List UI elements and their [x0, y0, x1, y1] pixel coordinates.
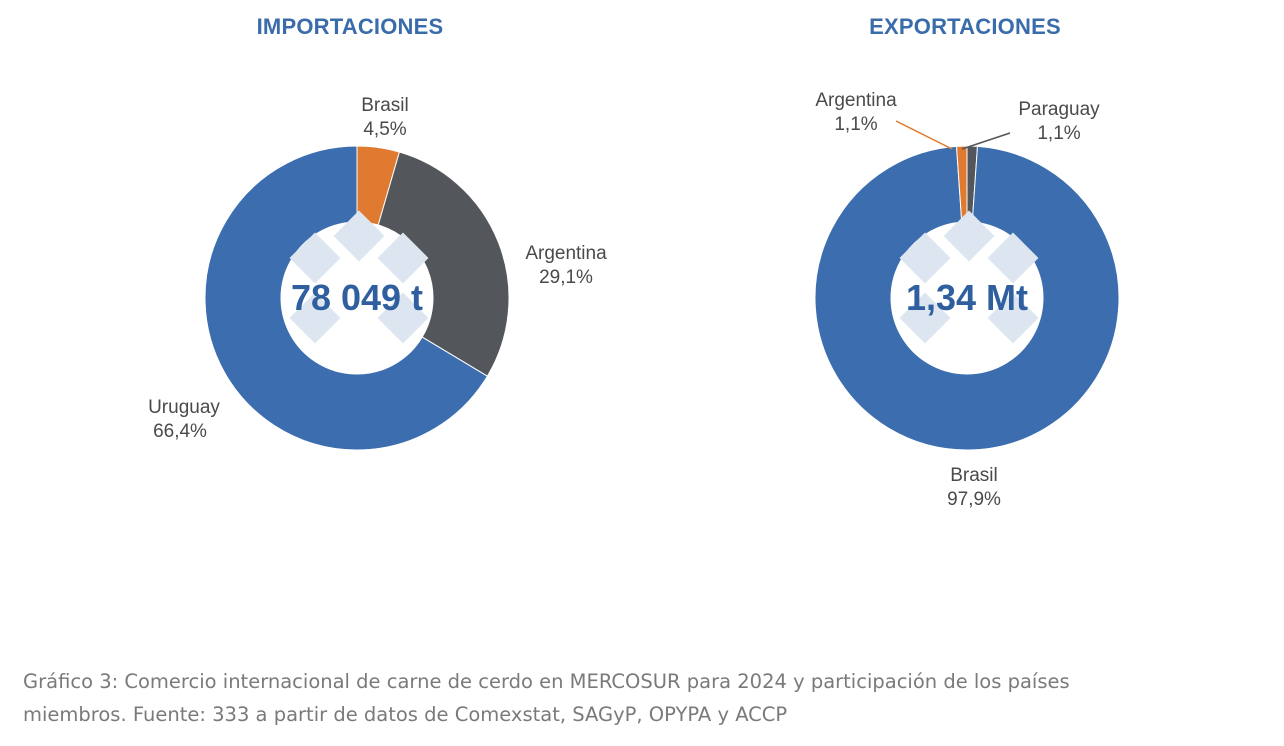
- center-value-exportaciones: 1,34 Mt: [906, 277, 1028, 318]
- caption-line-1: Gráfico 3: Comercio internacional de car…: [23, 670, 1070, 693]
- chart-title-importaciones: IMPORTACIONES: [257, 14, 444, 39]
- slice-label-value: 4,5%: [363, 119, 406, 140]
- chart-title-exportaciones: EXPORTACIONES: [869, 14, 1061, 39]
- slice-label-value: 1,1%: [1037, 123, 1080, 144]
- donut-charts: IMPORTACIONES 78 049 t Brasil 4,5% Argen…: [148, 14, 1120, 510]
- slice-label-name: Paraguay: [1018, 99, 1100, 120]
- slice-label-name: Argentina: [815, 90, 897, 111]
- slice-label-name: Brasil: [361, 95, 409, 116]
- chart-exportaciones: EXPORTACIONES 1,34 Mt Argentina 1,1% Par…: [814, 14, 1120, 510]
- slice-label-value: 1,1%: [834, 114, 877, 135]
- leader-line-paraguay: [961, 132, 1011, 150]
- slices-importaciones: [204, 145, 510, 451]
- slice-label-value: 97,9%: [947, 489, 1001, 510]
- slice-label-value: 66,4%: [153, 421, 207, 442]
- slice-label-name: Uruguay: [148, 397, 220, 418]
- center-value-importaciones: 78 049 t: [291, 277, 423, 318]
- chart-importaciones: IMPORTACIONES 78 049 t Brasil 4,5% Argen…: [148, 14, 607, 451]
- slice-label-value: 29,1%: [539, 267, 593, 288]
- slice-label-name: Brasil: [950, 465, 998, 486]
- watermark-logo-icon: [899, 210, 1039, 344]
- leader-line-argentina: [895, 120, 953, 150]
- figure-caption: Gráfico 3: Comercio internacional de car…: [23, 665, 1263, 731]
- slice-label-name: Argentina: [525, 243, 607, 264]
- caption-line-2: miembros. Fuente: 333 a partir de datos …: [23, 703, 788, 726]
